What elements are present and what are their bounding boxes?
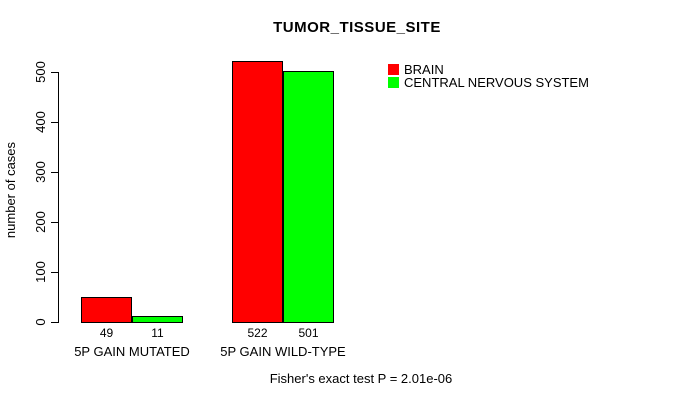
bar-value-label: 49 bbox=[99, 326, 114, 340]
y-axis-tick bbox=[51, 172, 58, 173]
bar-central-nervous-system bbox=[283, 71, 334, 323]
y-axis-tick-label: 100 bbox=[33, 261, 48, 283]
y-axis-tick-label: 400 bbox=[33, 111, 48, 133]
y-axis-tick-label: 0 bbox=[33, 318, 48, 326]
y-axis-tick-label: 300 bbox=[33, 161, 48, 183]
legend-row: BRAIN bbox=[388, 63, 589, 76]
chart-title: TUMOR_TISSUE_SITE bbox=[273, 19, 441, 36]
category-label: 5P GAIN MUTATED bbox=[74, 344, 190, 359]
legend-label: CENTRAL NERVOUS SYSTEM bbox=[404, 75, 589, 90]
y-axis-tick-label: 200 bbox=[33, 211, 48, 233]
legend-row: CENTRAL NERVOUS SYSTEM bbox=[388, 76, 589, 89]
legend-swatch-icon bbox=[388, 77, 399, 88]
y-axis-tick-label: 500 bbox=[33, 61, 48, 83]
y-axis-tick bbox=[51, 322, 58, 323]
y-axis-tick bbox=[51, 72, 58, 73]
bar-brain bbox=[81, 297, 132, 323]
y-axis-tick bbox=[51, 222, 58, 223]
bar-value-label: 11 bbox=[151, 326, 164, 340]
y-axis-tick bbox=[51, 122, 58, 123]
bar-value-label: 501 bbox=[298, 326, 319, 340]
bar-central-nervous-system bbox=[132, 316, 183, 323]
legend-label: BRAIN bbox=[404, 62, 444, 77]
statistical-test-note: Fisher's exact test P = 2.01e-06 bbox=[269, 371, 453, 386]
category-label: 5P GAIN WILD-TYPE bbox=[220, 344, 346, 359]
y-axis-line bbox=[58, 72, 59, 323]
legend: BRAIN CENTRAL NERVOUS SYSTEM bbox=[388, 63, 589, 89]
bar-value-label: 522 bbox=[247, 326, 268, 340]
legend-swatch-icon bbox=[388, 64, 399, 75]
bar-brain bbox=[232, 61, 283, 323]
y-axis-tick bbox=[51, 272, 58, 273]
